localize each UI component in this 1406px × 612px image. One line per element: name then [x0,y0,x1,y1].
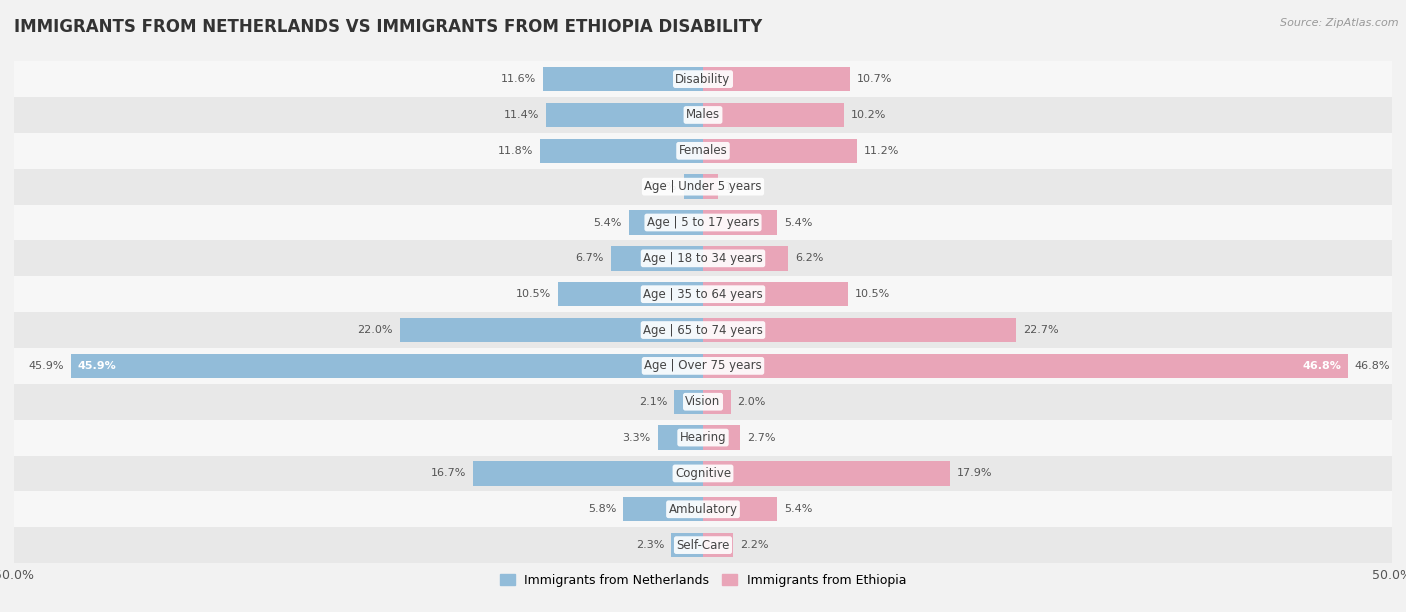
Bar [399,318,703,342]
Bar [703,533,734,558]
Text: 11.4%: 11.4% [503,110,538,120]
Bar [703,103,844,127]
Text: 2.7%: 2.7% [747,433,776,442]
Bar [703,246,789,271]
Text: 6.2%: 6.2% [796,253,824,263]
Text: 3.3%: 3.3% [623,433,651,442]
Text: Females: Females [679,144,727,157]
Text: Cognitive: Cognitive [675,467,731,480]
Bar [558,282,703,307]
Bar [703,425,740,450]
Text: 45.9%: 45.9% [28,361,63,371]
Text: 2.1%: 2.1% [638,397,668,407]
Bar [703,67,851,91]
Bar [14,241,1392,276]
Bar [14,312,1392,348]
Text: 22.0%: 22.0% [357,325,394,335]
Bar [14,133,1392,169]
Bar [546,103,703,127]
Bar [14,61,1392,97]
Bar [14,169,1392,204]
Text: 10.5%: 10.5% [516,289,551,299]
Bar [70,354,703,378]
Text: 6.7%: 6.7% [575,253,603,263]
Text: 16.7%: 16.7% [430,468,465,479]
Text: Age | 5 to 17 years: Age | 5 to 17 years [647,216,759,229]
Text: 2.3%: 2.3% [636,540,665,550]
Text: Hearing: Hearing [679,431,727,444]
Bar [14,348,1392,384]
Bar [703,390,731,414]
Bar [703,174,718,199]
Bar [703,497,778,521]
Bar [14,384,1392,420]
Text: 10.7%: 10.7% [858,74,893,84]
Legend: Immigrants from Netherlands, Immigrants from Ethiopia: Immigrants from Netherlands, Immigrants … [495,569,911,592]
Bar [14,455,1392,491]
Text: 17.9%: 17.9% [956,468,993,479]
Text: 1.1%: 1.1% [725,182,754,192]
Text: Self-Care: Self-Care [676,539,730,551]
Text: 2.0%: 2.0% [738,397,766,407]
Bar [610,246,703,271]
Bar [14,97,1392,133]
Text: Age | 35 to 64 years: Age | 35 to 64 years [643,288,763,300]
Bar [673,390,703,414]
Bar [14,527,1392,563]
Text: 10.2%: 10.2% [851,110,886,120]
Text: 5.4%: 5.4% [785,217,813,228]
Text: 11.8%: 11.8% [498,146,533,156]
Bar [14,276,1392,312]
Bar [703,139,858,163]
Text: 1.4%: 1.4% [648,182,676,192]
Bar [683,174,703,199]
Bar [703,318,1015,342]
Bar [703,354,1348,378]
Text: IMMIGRANTS FROM NETHERLANDS VS IMMIGRANTS FROM ETHIOPIA DISABILITY: IMMIGRANTS FROM NETHERLANDS VS IMMIGRANT… [14,18,762,36]
Text: 45.9%: 45.9% [77,361,117,371]
Text: 46.8%: 46.8% [1355,361,1391,371]
Text: Age | Over 75 years: Age | Over 75 years [644,359,762,372]
Bar [543,67,703,91]
Text: 11.6%: 11.6% [501,74,536,84]
Text: 10.5%: 10.5% [855,289,890,299]
Bar [703,282,848,307]
Bar [472,461,703,485]
Text: Vision: Vision [685,395,721,408]
Text: 22.7%: 22.7% [1022,325,1059,335]
Bar [703,461,949,485]
Bar [703,211,778,234]
Bar [658,425,703,450]
Text: Age | 65 to 74 years: Age | 65 to 74 years [643,324,763,337]
Text: 46.8%: 46.8% [1302,361,1341,371]
Text: Males: Males [686,108,720,121]
Text: 11.2%: 11.2% [865,146,900,156]
Bar [628,211,703,234]
Bar [14,204,1392,241]
Bar [671,533,703,558]
Text: Source: ZipAtlas.com: Source: ZipAtlas.com [1281,18,1399,28]
Bar [14,491,1392,527]
Bar [14,420,1392,455]
Text: 2.2%: 2.2% [740,540,769,550]
Text: Age | 18 to 34 years: Age | 18 to 34 years [643,252,763,265]
Text: 5.4%: 5.4% [785,504,813,514]
Text: Ambulatory: Ambulatory [668,503,738,516]
Text: Age | Under 5 years: Age | Under 5 years [644,180,762,193]
Text: 5.4%: 5.4% [593,217,621,228]
Bar [623,497,703,521]
Text: 5.8%: 5.8% [588,504,616,514]
Bar [540,139,703,163]
Text: Disability: Disability [675,73,731,86]
